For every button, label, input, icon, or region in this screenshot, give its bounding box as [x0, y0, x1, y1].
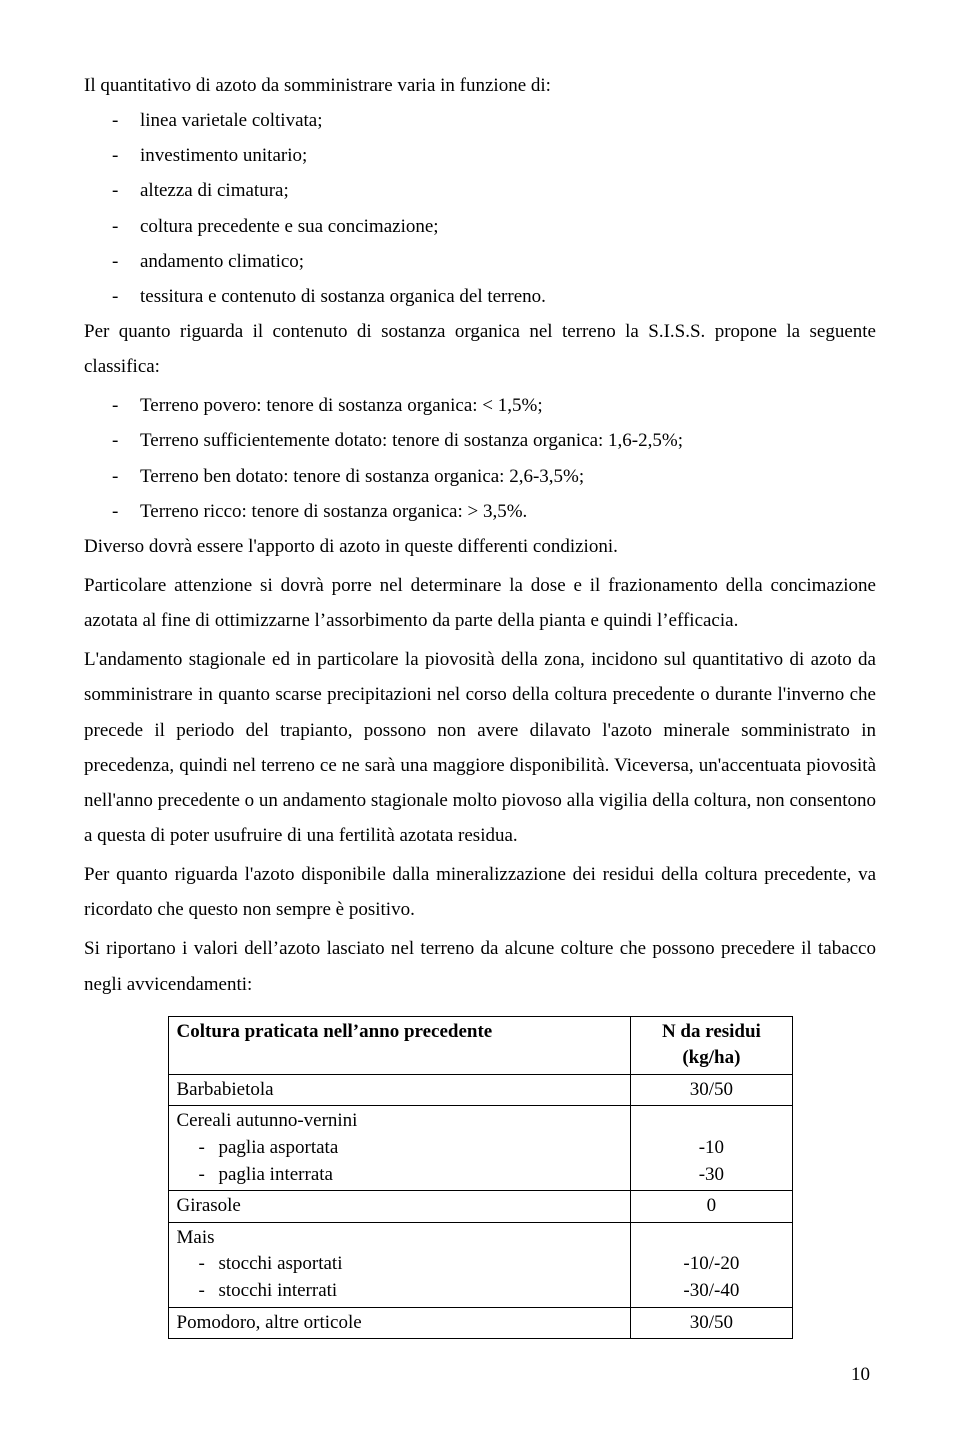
table-row: Maisstocchi asportatistocchi interrati -… — [168, 1222, 792, 1307]
list-item: investimento unitario; — [112, 138, 876, 173]
table-container: Coltura praticata nell’anno precedente N… — [84, 1016, 876, 1340]
table-cell-label: Pomodoro, altre orticole — [168, 1307, 631, 1339]
list-item: Terreno ricco: tenore di sostanza organi… — [112, 494, 876, 529]
paragraph-1: Diverso dovrà essere l'apporto di azoto … — [84, 529, 876, 564]
col1-header: Coltura praticata nell’anno precedente — [168, 1016, 631, 1074]
paragraph-5: Si riportano i valori dell’azoto lasciat… — [84, 931, 876, 1001]
list-item: Terreno povero: tenore di sostanza organ… — [112, 388, 876, 423]
intro-text: Il quantitativo di azoto da somministrar… — [84, 68, 876, 103]
col2-header: N da residui (kg/ha) — [631, 1016, 792, 1074]
page-number: 10 — [84, 1357, 876, 1392]
table-cell-value: 30/50 — [631, 1074, 792, 1106]
list-item: altezza di cimatura; — [112, 173, 876, 208]
siss-list: Terreno povero: tenore di sostanza organ… — [112, 388, 876, 529]
table-cell-label: Girasole — [168, 1191, 631, 1223]
table-cell-value: 30/50 — [631, 1307, 792, 1339]
paragraph-2: Particolare attenzione si dovrà porre ne… — [84, 568, 876, 638]
table-row: Girasole0 — [168, 1191, 792, 1223]
list-item: Terreno ben dotato: tenore di sostanza o… — [112, 459, 876, 494]
table-cell-label: Maisstocchi asportatistocchi interrati — [168, 1222, 631, 1307]
table-cell-value: -10-30 — [631, 1106, 792, 1191]
table-row: Cereali autunno-verninipaglia asportatap… — [168, 1106, 792, 1191]
residui-table: Coltura praticata nell’anno precedente N… — [168, 1016, 793, 1340]
table-body: Barbabietola30/50Cereali autunno-vernini… — [168, 1074, 792, 1338]
list-item: Terreno sufficientemente dotato: tenore … — [112, 423, 876, 458]
siss-intro: Per quanto riguarda il contenuto di sost… — [84, 314, 876, 384]
list-item: linea varietale coltivata; — [112, 103, 876, 138]
table-cell-value: 0 — [631, 1191, 792, 1223]
list-item: tessitura e contenuto di sostanza organi… — [112, 279, 876, 314]
paragraph-3: L'andamento stagionale ed in particolare… — [84, 642, 876, 853]
table-cell-value: -10/-20-30/-40 — [631, 1222, 792, 1307]
col2-header-line1: N da residui — [662, 1021, 761, 1042]
table-cell-label: Cereali autunno-verninipaglia asportatap… — [168, 1106, 631, 1191]
factors-list: linea varietale coltivata;investimento u… — [112, 103, 876, 314]
table-row: Pomodoro, altre orticole30/50 — [168, 1307, 792, 1339]
list-item: andamento climatico; — [112, 244, 876, 279]
table-cell-label: Barbabietola — [168, 1074, 631, 1106]
table-header-row: Coltura praticata nell’anno precedente N… — [168, 1016, 792, 1074]
paragraph-4: Per quanto riguarda l'azoto disponibile … — [84, 857, 876, 927]
page-content: Il quantitativo di azoto da somministrar… — [0, 0, 960, 1432]
list-item: coltura precedente e sua concimazione; — [112, 209, 876, 244]
col2-header-line2: (kg/ha) — [682, 1047, 740, 1068]
table-row: Barbabietola30/50 — [168, 1074, 792, 1106]
